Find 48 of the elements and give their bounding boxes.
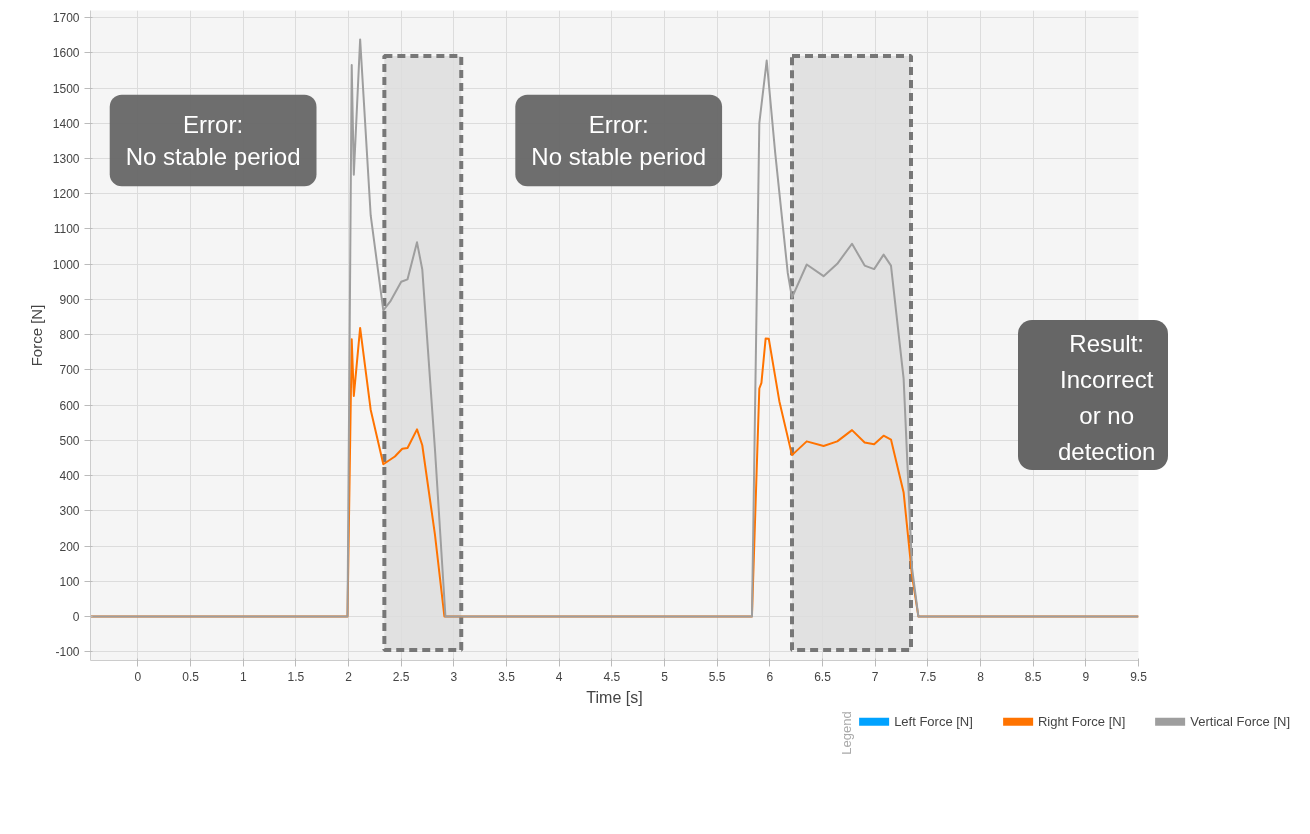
x-tick-label: 9.5 [1130,669,1148,684]
annotation: Error: No stable period [125,110,301,171]
y-tick-label: 600 [59,398,80,413]
y-tick-label: 800 [59,328,80,343]
x-tick-label: 7.5 [919,669,937,684]
x-tick-label: 0.5 [182,669,200,684]
y-tick-label: 1300 [52,151,80,166]
y-tick-label: 1200 [52,187,80,202]
y-tick-label: 1500 [52,81,80,96]
y-tick-label: 0 [72,609,80,624]
x-tick-label: 9 [1082,669,1090,684]
x-tick-label: 3 [450,669,458,684]
y-tick-label: -100 [55,645,80,660]
y-tick-label: 1700 [52,11,80,26]
x-tick-label: 8 [977,669,985,684]
legend-label: Vertical Force [N] [1190,713,1290,729]
y-tick-label: 1400 [52,116,80,131]
x-tick-label: 0 [134,669,142,684]
legend-title: Legend [839,711,855,755]
x-tick-label: 6 [766,669,774,684]
y-tick-label: 100 [59,574,80,589]
x-tick-label: 5 [661,669,669,684]
x-tick-label: 8.5 [1024,669,1042,684]
x-axis-title: Time [s] [586,688,643,706]
x-tick-label: 3.5 [498,669,516,684]
x-tick-label: 4.5 [603,669,621,684]
legend-label: Left Force [N] [894,713,973,729]
y-tick-label: 1000 [52,257,80,272]
y-tick-label: 700 [59,363,80,378]
x-tick-label: 4 [555,669,563,684]
y-tick-label: 1600 [52,46,80,61]
y-tick-label: 500 [59,433,80,448]
x-tick-label: 2.5 [392,669,410,684]
y-tick-label: 1100 [53,222,80,237]
x-tick-label: 7 [871,669,879,684]
y-tick-label: 200 [59,539,80,554]
y-tick-label: 900 [59,292,80,307]
y-tick-label: 400 [59,469,80,484]
annotation: Error: No stable period [531,110,707,171]
y-tick-label: 300 [59,504,80,519]
annotation: Result: Incorrect or no detection [1058,329,1156,467]
x-tick-label: 1 [239,669,247,684]
x-tick-label: 1.5 [287,669,305,684]
x-tick-label: 2 [345,669,353,684]
y-axis-title: Force [N] [27,304,45,367]
x-tick-label: 6.5 [814,669,832,684]
x-tick-label: 5.5 [708,669,726,684]
legend-label: Right Force [N] [1037,713,1126,729]
